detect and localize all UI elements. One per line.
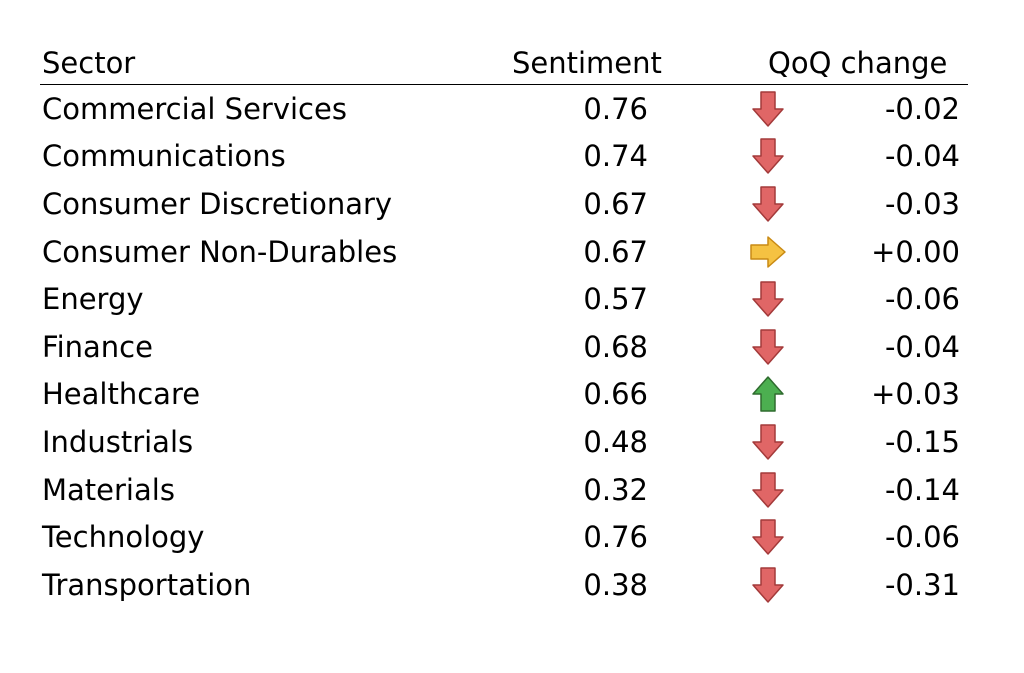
trend-arrow xyxy=(748,133,788,181)
table-row: Commercial Services 0.76 -0.02 xyxy=(40,85,968,133)
red-down-arrow-icon xyxy=(752,519,784,555)
trend-arrow xyxy=(748,513,788,561)
trend-arrow xyxy=(748,371,788,419)
sector-name: Finance xyxy=(42,329,153,364)
sentiment-value: 0.68 xyxy=(583,329,648,364)
sentiment-value: 0.76 xyxy=(583,91,648,126)
trend-arrow xyxy=(748,85,788,133)
sector-name: Energy xyxy=(42,282,144,317)
red-down-arrow-icon xyxy=(752,186,784,222)
sector-name: Materials xyxy=(42,472,175,507)
sentiment-value: 0.76 xyxy=(583,520,648,555)
sector-name: Communications xyxy=(42,139,286,174)
header-sentiment: Sentiment xyxy=(512,46,662,80)
qoq-change-value: -0.03 xyxy=(884,186,960,221)
trend-arrow xyxy=(748,180,788,228)
qoq-change-value: -0.04 xyxy=(884,329,960,364)
sector-sentiment-table: Sector Sentiment QoQ change Commercial S… xyxy=(40,38,968,609)
trend-arrow xyxy=(748,418,788,466)
sentiment-value: 0.67 xyxy=(583,186,648,221)
sentiment-value: 0.38 xyxy=(583,567,648,602)
sentiment-value: 0.32 xyxy=(583,472,648,507)
table-row: Energy 0.57 -0.06 xyxy=(40,275,968,323)
sector-name: Industrials xyxy=(42,424,194,459)
qoq-change-value: -0.31 xyxy=(884,567,960,602)
table-row: Industrials 0.48 -0.15 xyxy=(40,418,968,466)
sector-name: Consumer Non-Durables xyxy=(42,234,398,269)
sentiment-value: 0.74 xyxy=(583,139,648,174)
sentiment-value: 0.67 xyxy=(583,234,648,269)
sentiment-value: 0.66 xyxy=(583,377,648,412)
qoq-change-value: -0.14 xyxy=(884,472,960,507)
qoq-change-value: -0.06 xyxy=(884,520,960,555)
trend-arrow xyxy=(748,228,788,276)
red-down-arrow-icon xyxy=(752,281,784,317)
trend-arrow xyxy=(748,466,788,514)
red-down-arrow-icon xyxy=(752,329,784,365)
table-row: Finance 0.68 -0.04 xyxy=(40,323,968,371)
qoq-change-value: -0.15 xyxy=(884,424,960,459)
table-row: Technology 0.76 -0.06 xyxy=(40,513,968,561)
sector-name: Technology xyxy=(42,520,205,555)
sector-name: Commercial Services xyxy=(42,91,347,126)
trend-arrow xyxy=(748,561,788,609)
qoq-change-value: +0.00 xyxy=(871,234,960,269)
table-row: Transportation 0.38 -0.31 xyxy=(40,561,968,609)
qoq-change-value: -0.02 xyxy=(884,91,960,126)
qoq-change-value: +0.03 xyxy=(871,377,960,412)
table-row: Communications 0.74 -0.04 xyxy=(40,133,968,181)
qoq-change-value: -0.06 xyxy=(884,282,960,317)
qoq-change-value: -0.04 xyxy=(884,139,960,174)
sector-name: Consumer Discretionary xyxy=(42,186,393,221)
red-down-arrow-icon xyxy=(752,424,784,460)
red-down-arrow-icon xyxy=(752,91,784,127)
red-down-arrow-icon xyxy=(752,138,784,175)
table-row: Healthcare 0.66 +0.03 xyxy=(40,371,968,419)
table-row: Consumer Discretionary 0.67 -0.03 xyxy=(40,180,968,228)
orange-right-arrow-icon xyxy=(750,235,786,268)
table-body: Commercial Services 0.76 -0.02 Communicatio… xyxy=(40,85,968,609)
sentiment-value: 0.57 xyxy=(583,282,648,317)
table-row: Consumer Non-Durables 0.67 +0.00 xyxy=(40,228,968,276)
red-down-arrow-icon xyxy=(752,566,784,603)
header-qoq-change: QoQ change xyxy=(768,46,948,80)
sentiment-value: 0.48 xyxy=(583,424,648,459)
trend-arrow xyxy=(748,323,788,371)
table-row: Materials 0.32 -0.14 xyxy=(40,466,968,514)
table-header-row: Sector Sentiment QoQ change xyxy=(40,38,968,85)
sector-name: Healthcare xyxy=(42,377,201,412)
red-down-arrow-icon xyxy=(752,471,784,508)
green-up-arrow-icon xyxy=(752,376,784,413)
header-sector: Sector xyxy=(42,46,136,80)
sector-name: Transportation xyxy=(42,567,252,602)
trend-arrow xyxy=(748,275,788,323)
